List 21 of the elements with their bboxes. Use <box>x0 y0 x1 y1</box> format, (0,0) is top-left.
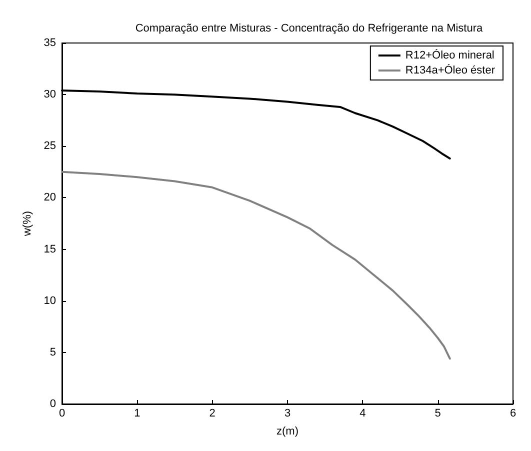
x-tick-label: 4 <box>360 408 366 420</box>
x-tick-label: 3 <box>284 408 291 420</box>
y-tick-label: 0 <box>50 398 56 410</box>
x-axis-title: z(m) <box>276 426 298 438</box>
y-tick-label: 30 <box>44 88 56 101</box>
x-tick-label: 6 <box>510 408 516 420</box>
y-tick-label: 20 <box>44 192 56 204</box>
y-tick-label: 10 <box>44 294 56 307</box>
y-tick-label: 5 <box>50 346 56 358</box>
x-tick-label: 2 <box>209 408 216 420</box>
line-series <box>61 170 451 360</box>
legend-label: R12+Óleo mineral <box>405 48 494 62</box>
legend-label: R134a+Óleo éster <box>405 64 496 76</box>
y-axis-title: w(%) <box>21 210 34 238</box>
y-tick-label: 35 <box>44 37 56 49</box>
x-tick-label: 0 <box>58 408 66 420</box>
x-tick-label: 5 <box>434 408 441 420</box>
y-tick-label: 25 <box>44 140 56 152</box>
chart-title: Comparação entre Misturas - Concentração do Refrigerante na Mistura <box>135 22 484 34</box>
y-tick-label: 15 <box>44 243 56 256</box>
x-tick-label: 1 <box>134 408 140 420</box>
